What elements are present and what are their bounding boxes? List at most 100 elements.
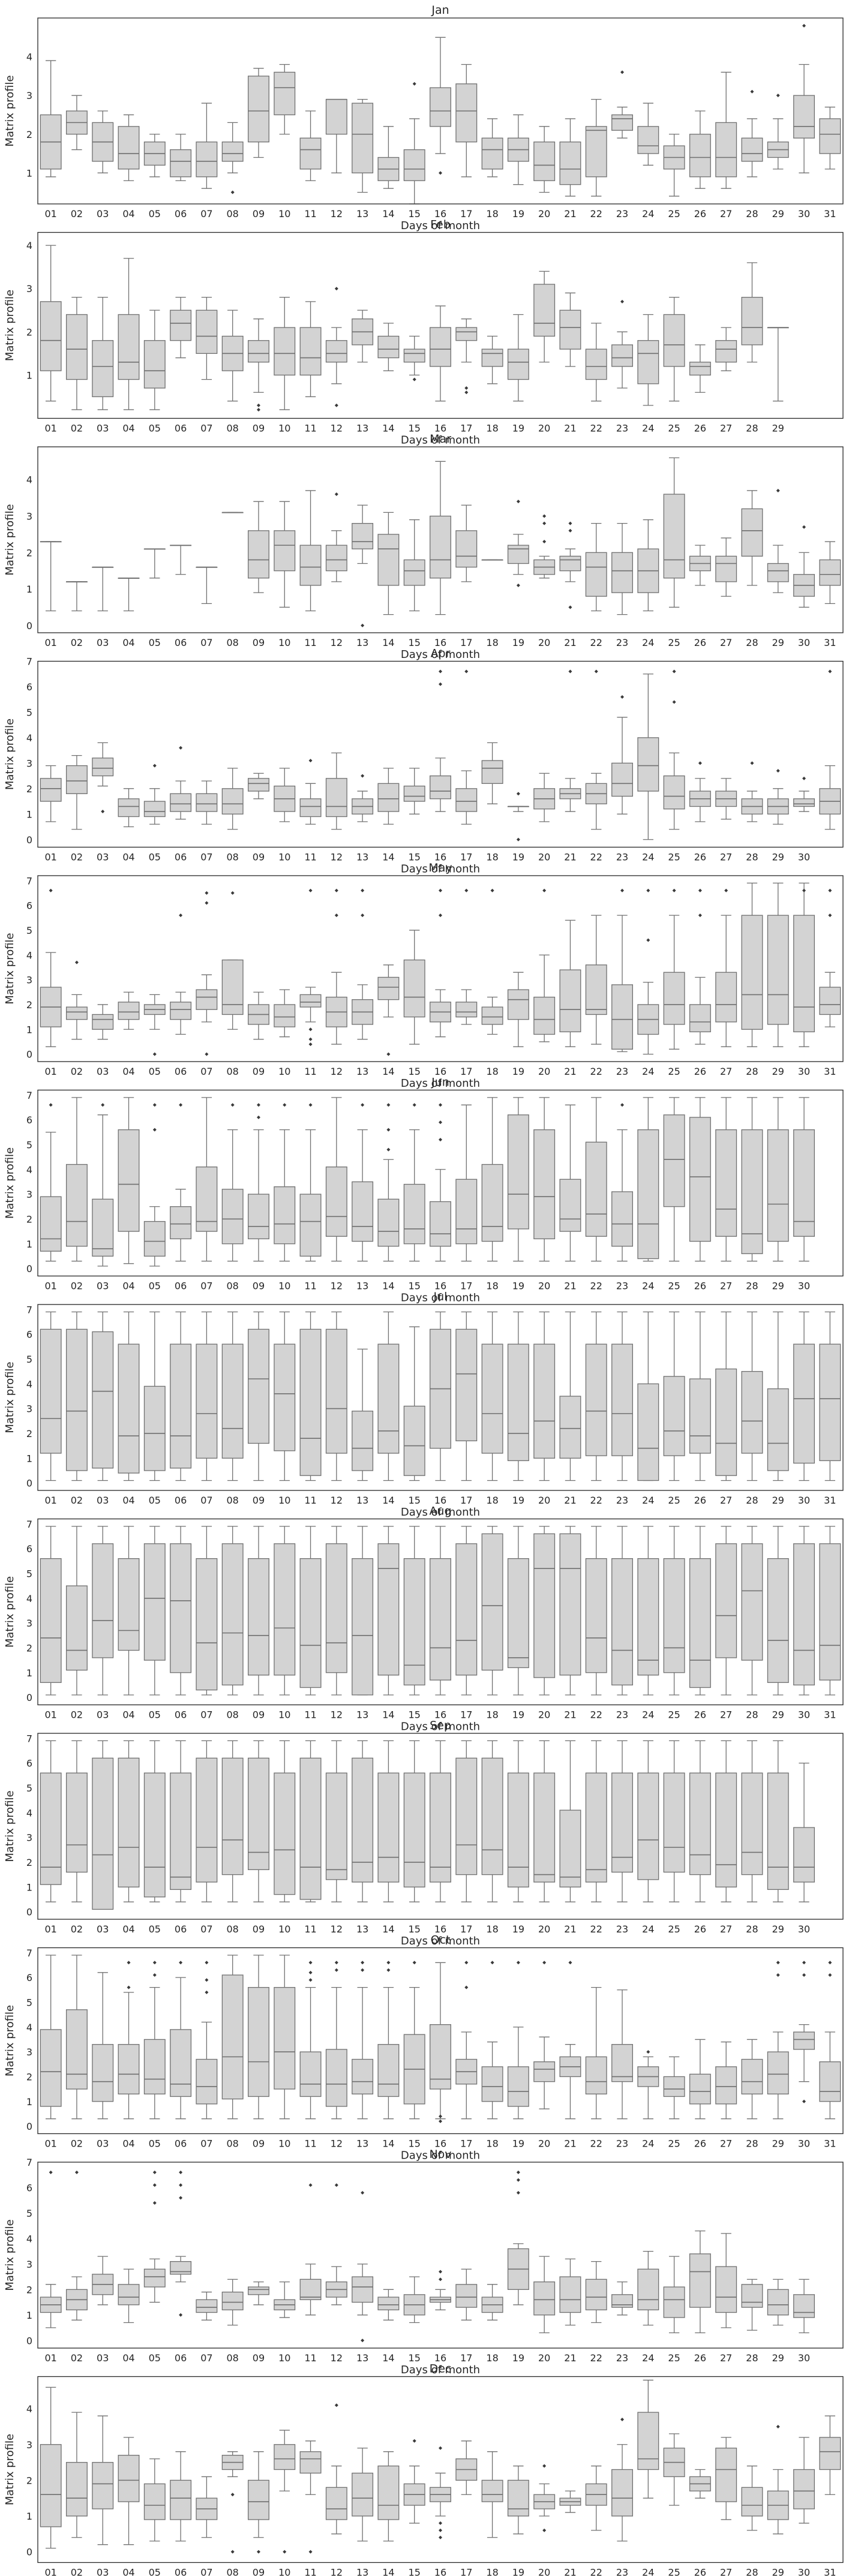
y-tick-label: 4	[26, 1807, 32, 1818]
box-day-29	[767, 1311, 789, 1481]
x-tick-label: 29	[772, 1281, 784, 1292]
box-day-20	[533, 1311, 556, 1481]
outlier-point	[205, 1990, 209, 1994]
box-day-24	[637, 1311, 659, 1481]
outlier-point	[516, 2170, 520, 2174]
panel-frame	[37, 1518, 844, 1706]
box-day-15	[403, 519, 425, 612]
box-day-18	[481, 1526, 503, 1696]
outlier-point	[802, 888, 806, 892]
x-tick-label: 24	[642, 1066, 654, 1077]
iqr-box	[221, 1974, 244, 2100]
box-day-01	[40, 1740, 62, 1902]
box-day-01	[40, 2170, 62, 2328]
box-day-20	[533, 1097, 556, 1262]
iqr-box	[611, 344, 633, 367]
iqr-box	[403, 1558, 425, 1686]
box-day-03	[92, 2415, 114, 2545]
x-tick-label: 29	[772, 1495, 784, 1506]
iqr-box	[715, 2448, 737, 2502]
y-tick-label: 3	[26, 1618, 32, 1629]
x-tick-label: 25	[668, 1281, 680, 1292]
box-day-10	[274, 1311, 296, 1481]
outlier-point	[802, 1961, 806, 1965]
outlier-point	[361, 623, 365, 627]
outlier-point	[152, 1973, 157, 1977]
box-day-04	[118, 1097, 140, 1264]
x-tick-label: 20	[538, 208, 550, 220]
y-tick-label: 0	[26, 1692, 32, 1703]
iqr-box	[118, 2044, 140, 2095]
x-tick-label: 09	[253, 208, 265, 220]
x-tick-label: 24	[642, 2352, 654, 2364]
iqr-box	[741, 1129, 763, 1254]
iqr-box	[715, 1772, 737, 1887]
box-day-30	[793, 1961, 815, 2103]
box-day-13	[352, 774, 374, 822]
iqr-box	[325, 1543, 347, 1673]
outlier-point	[568, 521, 572, 525]
iqr-box	[637, 737, 659, 792]
iqr-box	[118, 1757, 140, 1887]
outlier-point	[179, 1961, 183, 1965]
outlier-point	[152, 2201, 157, 2205]
x-tick-label: 02	[71, 2138, 83, 2150]
x-tick-label: 16	[434, 852, 446, 863]
iqr-box	[377, 1343, 400, 1454]
outlier-point	[334, 492, 338, 497]
outlier-point	[49, 1103, 53, 1107]
iqr-box	[143, 1772, 166, 1898]
iqr-box	[663, 775, 685, 810]
iqr-box	[403, 1405, 425, 1476]
box-day-02	[65, 1740, 88, 1902]
box-day-05	[143, 994, 166, 1056]
box-day-03	[92, 110, 114, 173]
x-tick-label: 19	[512, 423, 524, 434]
outlier-point	[256, 1103, 260, 1107]
box-day-01	[40, 1955, 62, 2120]
x-tick-label: 02	[71, 1495, 83, 1506]
x-tick-label: 25	[668, 2138, 680, 2150]
x-tick-label: 22	[590, 1066, 602, 1077]
x-tick-label: 23	[616, 2352, 628, 2364]
x-tick-label: 09	[253, 2138, 265, 2150]
iqr-box	[377, 2044, 400, 2097]
box-day-14	[377, 323, 400, 371]
box-day-16	[430, 888, 451, 1038]
x-tick-label: 24	[642, 2567, 654, 2576]
outlier-point	[568, 669, 572, 674]
y-tick-label: 5	[26, 1568, 32, 1579]
iqr-box	[793, 915, 815, 1033]
box-day-14	[377, 1103, 400, 1262]
box-day-08	[221, 309, 244, 402]
iqr-box	[559, 2276, 581, 2313]
box-day-24	[637, 1740, 659, 1902]
x-tick-label: 30	[798, 208, 810, 220]
x-tick-label: 15	[409, 2352, 421, 2364]
iqr-box	[92, 2044, 114, 2102]
outlier-point	[230, 2550, 235, 2554]
box-day-29	[767, 1961, 789, 2120]
x-tick-label: 11	[304, 852, 316, 863]
outlier-point	[334, 2183, 338, 2187]
y-tick-label: 2	[26, 1642, 32, 1654]
outlier-point	[542, 2528, 547, 2532]
iqr-box	[377, 1772, 400, 1883]
box-day-25	[663, 1740, 685, 1902]
x-tick-label: 30	[798, 2138, 810, 2150]
iqr-box	[377, 976, 400, 1000]
outlier-point	[464, 386, 469, 390]
outlier-point	[334, 403, 338, 407]
box-day-27	[715, 778, 737, 820]
iqr-box	[221, 1543, 244, 1686]
outlier-point	[672, 888, 676, 892]
iqr-box	[585, 348, 607, 380]
x-tick-label: 23	[616, 852, 628, 863]
box-day-15	[403, 1526, 425, 1696]
iqr-box	[299, 327, 322, 376]
box-day-19	[507, 972, 529, 1047]
iqr-box	[65, 1164, 88, 1247]
box-day-11	[299, 1961, 322, 2120]
box-day-15	[403, 1326, 425, 1481]
